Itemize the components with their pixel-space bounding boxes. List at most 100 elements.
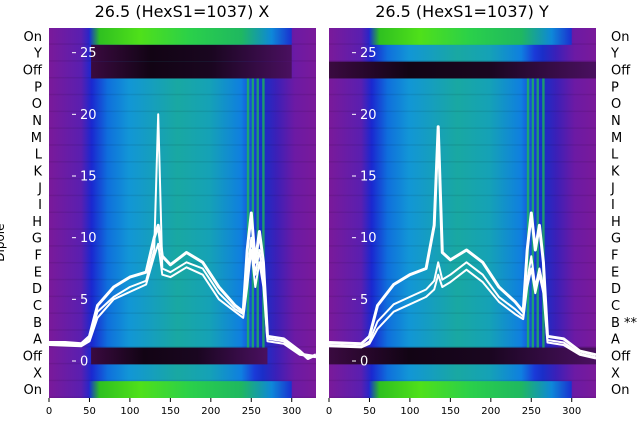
- heatmap-band-green: [89, 381, 292, 398]
- chart-panel-2: 26.5 (HexS1=1037) YOnYOffPONMLKJIHGFEDCB…: [326, 2, 638, 417]
- heatmap-streak: [526, 78, 530, 348]
- heatmap-row-separator: [49, 228, 316, 230]
- heatmap-row-separator: [329, 60, 596, 62]
- overlay-ytick-label: 20: [80, 108, 97, 123]
- row-label: B **: [611, 316, 638, 331]
- row-label: On: [611, 30, 629, 45]
- heatmap-row-separator: [49, 93, 316, 96]
- row-label: F: [611, 249, 618, 264]
- heatmap-row-separator: [329, 127, 596, 129]
- heatmap-streak: [536, 78, 539, 348]
- heatmap-streak: [542, 78, 545, 348]
- row-label: X: [33, 366, 42, 381]
- heatmap-row-separator: [49, 177, 316, 180]
- heatmap-streak: [262, 78, 265, 348]
- overlay-ytick-label: 5: [360, 293, 368, 308]
- row-label: B: [33, 316, 42, 331]
- xtick-label: 200: [201, 406, 220, 417]
- heatmap-row-separator: [329, 329, 596, 331]
- overlay-series-line: [328, 255, 597, 359]
- heatmap-streak: [531, 78, 535, 348]
- heatmap-row-separator: [329, 144, 596, 146]
- xtick-label: 50: [83, 406, 96, 417]
- row-label: P: [611, 80, 619, 95]
- row-label: I: [38, 198, 42, 213]
- row-label: E: [34, 265, 42, 280]
- row-label: G: [611, 232, 621, 247]
- row-label: N: [32, 114, 42, 129]
- row-label: N: [611, 114, 621, 129]
- overlay-series-line: [328, 125, 597, 357]
- overlay-ytick-label: 0: [80, 355, 88, 370]
- heatmap-row-separator: [329, 379, 596, 382]
- xtick-label: 0: [326, 406, 332, 417]
- heatmap-row-separator: [49, 211, 316, 213]
- xtick-label: 150: [441, 406, 460, 417]
- heatmap-row-separator: [329, 211, 596, 213]
- xtick-label: 50: [363, 406, 376, 417]
- xtick-label: 250: [522, 406, 541, 417]
- overlay-ytick-label: 15: [360, 170, 377, 185]
- heatmap-row-separator: [329, 295, 596, 298]
- heatmap-row-separator: [49, 278, 316, 281]
- row-label: Y: [33, 47, 42, 62]
- heatmap-row-separator: [49, 329, 316, 331]
- row-label: X: [611, 366, 620, 381]
- heatmap-row-separator: [49, 245, 316, 247]
- heatmap-row-separator: [329, 110, 596, 113]
- chart-title: 26.5 (HexS1=1037) X: [95, 2, 270, 21]
- heatmap-row-separator: [49, 379, 316, 382]
- xtick-label: 300: [562, 406, 581, 417]
- chart-panel-1: 26.5 (HexS1=1037) XOnYOffPONMLKJIHGFEDCB…: [0, 2, 317, 417]
- overlay-ytick-label: 10: [80, 231, 97, 246]
- heatmap-streak: [256, 78, 259, 348]
- heatmap-row-separator: [329, 228, 596, 230]
- xtick-label: 100: [400, 406, 419, 417]
- heatmap-row-separator: [329, 278, 596, 281]
- row-label: On: [611, 383, 629, 398]
- row-label: H: [32, 215, 42, 230]
- row-label: A: [33, 333, 42, 348]
- heatmap-row-separator: [49, 295, 316, 298]
- overlay-ytick-label: 0: [360, 355, 368, 370]
- xtick-label: 150: [161, 406, 180, 417]
- heatmap-band-green: [369, 381, 572, 398]
- heatmap-row-separator: [329, 194, 596, 197]
- overlay-ytick-label: 25: [80, 46, 97, 61]
- xtick-label: 100: [120, 406, 139, 417]
- heatmap-band-dark: [91, 61, 292, 79]
- heatmap-row-separator: [329, 93, 596, 96]
- heatmap-row-separator: [329, 261, 596, 264]
- y-axis-label: Dipole: [0, 223, 7, 261]
- row-label: M: [31, 131, 42, 146]
- overlay-ytick-label: 15: [80, 170, 97, 185]
- row-label: A: [611, 333, 620, 348]
- xtick-label: 300: [282, 406, 301, 417]
- row-label: On: [24, 383, 42, 398]
- row-label: J: [610, 181, 615, 196]
- heatmap-streak: [246, 78, 250, 348]
- heatmap-row-separator: [49, 110, 316, 113]
- heatmap-band-green: [369, 28, 572, 45]
- row-label: C: [33, 299, 42, 314]
- overlay-series-line: [48, 242, 317, 359]
- row-label: I: [611, 198, 615, 213]
- heatmap-row-separator: [49, 144, 316, 146]
- row-label: K: [33, 164, 42, 179]
- heatmap-row-separator: [49, 194, 316, 197]
- overlay-ytick-label: 25: [360, 46, 377, 61]
- row-label: D: [611, 282, 621, 297]
- row-label: L: [611, 148, 619, 163]
- heatmap-band-dark: [329, 61, 596, 79]
- heatmap-band-green: [89, 28, 292, 45]
- heatmap-band-dark: [91, 347, 268, 365]
- row-label: G: [32, 232, 42, 247]
- heatmap-row-separator: [329, 346, 596, 348]
- heatmap-row-separator: [329, 245, 596, 247]
- row-label: Y: [610, 47, 619, 62]
- row-label: L: [35, 148, 43, 163]
- heatmap-row-separator: [49, 161, 316, 163]
- row-label: Off: [23, 349, 43, 364]
- heatmap-streak: [251, 78, 255, 348]
